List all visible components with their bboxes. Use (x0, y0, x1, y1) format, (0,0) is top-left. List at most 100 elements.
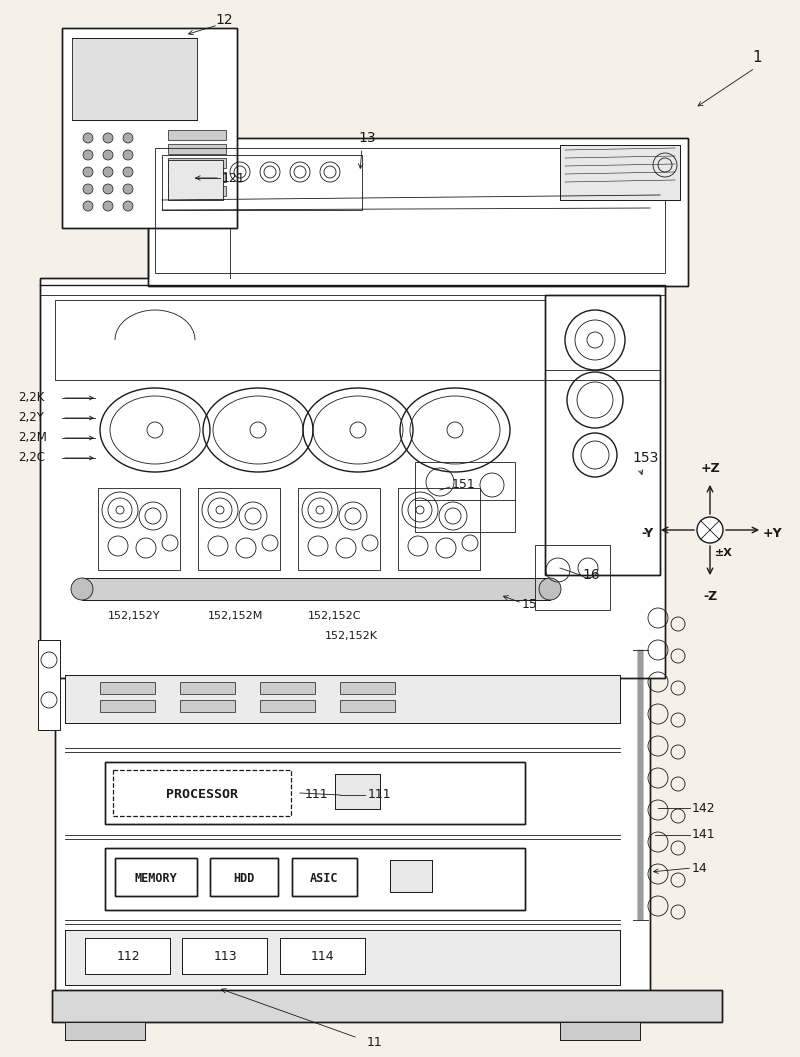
Bar (105, 848, 525, 910)
Bar (560, 145, 680, 200)
Text: 16: 16 (582, 568, 600, 582)
Bar (113, 769, 291, 816)
Text: 113: 113 (213, 950, 237, 964)
Bar (168, 130, 226, 140)
Bar (98, 488, 180, 570)
Bar (85, 938, 170, 973)
Text: 152,152C: 152,152C (308, 611, 362, 622)
Text: 11: 11 (367, 1037, 383, 1050)
Bar (398, 488, 480, 570)
Text: 15: 15 (522, 598, 538, 612)
Bar (65, 1022, 145, 1040)
Text: -Z: -Z (703, 590, 717, 602)
Bar (210, 858, 278, 896)
Bar (280, 938, 365, 973)
Text: 14: 14 (692, 861, 708, 874)
Text: 111: 111 (305, 787, 329, 800)
Circle shape (539, 578, 561, 600)
Text: +Y: +Y (762, 527, 782, 540)
Text: 2,2C: 2,2C (18, 451, 45, 464)
Text: 111: 111 (368, 789, 392, 801)
Circle shape (71, 578, 93, 600)
Text: 121: 121 (222, 171, 246, 185)
Circle shape (83, 167, 93, 177)
Text: 151: 151 (452, 479, 476, 492)
Bar (55, 300, 545, 381)
Bar (210, 858, 278, 896)
Circle shape (83, 150, 93, 160)
Bar (62, 27, 237, 228)
Bar (148, 138, 688, 286)
Text: -Y: -Y (642, 527, 654, 540)
Circle shape (123, 133, 133, 143)
Bar (560, 1022, 640, 1040)
Bar (105, 762, 525, 824)
Bar (390, 860, 432, 892)
Text: 153: 153 (632, 451, 658, 465)
Bar (52, 990, 722, 1022)
Bar (105, 762, 525, 824)
Bar (65, 930, 620, 985)
Bar (85, 938, 170, 973)
Text: 13: 13 (358, 131, 376, 145)
Bar (560, 1022, 640, 1040)
Bar (40, 278, 665, 678)
Circle shape (103, 201, 113, 211)
Circle shape (83, 133, 93, 143)
Text: 152,152M: 152,152M (208, 611, 263, 622)
Bar (55, 668, 650, 993)
Bar (340, 700, 395, 712)
Bar (82, 578, 550, 600)
Bar (155, 148, 665, 273)
Bar (162, 155, 362, 210)
Bar (65, 1022, 145, 1040)
Bar (545, 295, 660, 575)
Circle shape (83, 201, 93, 211)
Text: 2,2K: 2,2K (18, 391, 44, 405)
Circle shape (123, 184, 133, 194)
Text: 2,2M: 2,2M (18, 431, 47, 445)
Bar (82, 578, 550, 600)
Bar (52, 990, 722, 1022)
Bar (100, 700, 155, 712)
Bar (292, 858, 357, 896)
Text: 152,152Y: 152,152Y (108, 611, 161, 622)
Bar (180, 700, 235, 712)
Text: 1: 1 (752, 51, 762, 66)
Bar (55, 668, 650, 993)
Bar (65, 675, 620, 723)
Bar (335, 774, 380, 809)
Text: +Z: +Z (700, 462, 720, 475)
Bar (535, 545, 610, 610)
Text: 152,152K: 152,152K (325, 631, 378, 641)
Text: MEMORY: MEMORY (134, 872, 178, 885)
Bar (168, 172, 226, 182)
Circle shape (103, 184, 113, 194)
Bar (182, 938, 267, 973)
Bar (168, 186, 226, 196)
Bar (168, 144, 226, 154)
Bar (115, 858, 197, 896)
Bar (40, 278, 665, 678)
Text: 2,2Y: 2,2Y (18, 411, 44, 425)
Text: ASIC: ASIC (310, 872, 338, 885)
Bar (260, 682, 315, 694)
Bar (390, 860, 432, 892)
Bar (72, 38, 197, 120)
Circle shape (123, 150, 133, 160)
Bar (148, 138, 688, 286)
Text: ±X: ±X (715, 548, 733, 558)
Circle shape (123, 167, 133, 177)
Bar (198, 488, 280, 570)
Bar (260, 700, 315, 712)
Text: 114: 114 (310, 950, 334, 964)
Bar (105, 848, 525, 910)
Bar (335, 774, 380, 809)
Text: 112: 112 (116, 950, 140, 964)
Text: 12: 12 (215, 13, 233, 27)
Bar (168, 160, 223, 200)
Bar (38, 639, 60, 730)
Bar (180, 682, 235, 694)
Bar (280, 938, 365, 973)
Bar (292, 858, 357, 896)
